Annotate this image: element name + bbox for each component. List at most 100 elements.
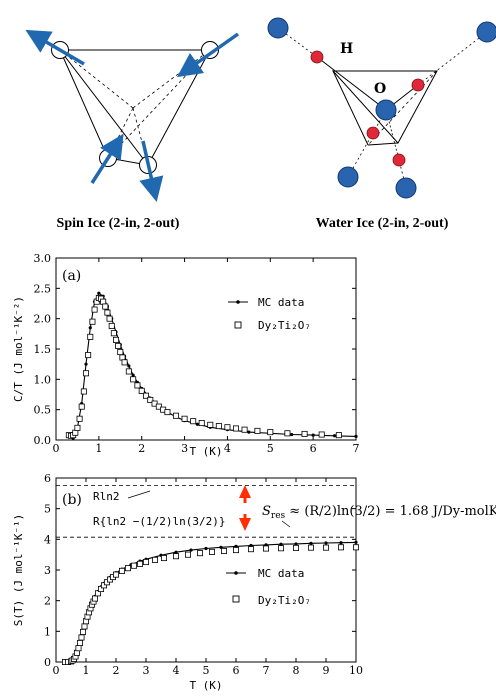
dy-point bbox=[115, 342, 122, 349]
y-tick-label: 2.0 bbox=[34, 313, 52, 326]
dy-point bbox=[72, 429, 79, 436]
dy-point bbox=[208, 548, 215, 555]
mc-point bbox=[247, 430, 251, 434]
residual-entropy-annotation: Sres ≈ (R/2)ln(3/2) = 1.68 J/Dy-molK bbox=[262, 504, 496, 521]
legend-dy-marker bbox=[232, 595, 240, 603]
dy-point bbox=[215, 423, 222, 430]
hydrogen-bond bbox=[277, 27, 318, 58]
x-tick-label: 0 bbox=[53, 442, 60, 455]
mc-point bbox=[127, 364, 131, 368]
dy-point bbox=[119, 354, 126, 361]
dy-point bbox=[172, 553, 179, 560]
legend: MC data Dy₂Ti₂O₇ bbox=[228, 296, 311, 332]
dy-point bbox=[91, 306, 98, 313]
dy-point bbox=[117, 349, 124, 356]
mc-point bbox=[311, 433, 315, 437]
y-axis-label: C/T (J mol⁻¹K⁻²) bbox=[12, 296, 25, 402]
legend-dy-label: Dy₂Ti₂O₇ bbox=[258, 594, 311, 607]
dy-point bbox=[108, 322, 115, 329]
panel-label: (a) bbox=[62, 268, 81, 284]
y-tick-label: 2.5 bbox=[34, 282, 52, 295]
y-tick-label: 1 bbox=[44, 625, 51, 638]
mc-point bbox=[97, 291, 101, 295]
dy-point bbox=[190, 418, 197, 425]
dy-point bbox=[74, 424, 81, 431]
mc-point bbox=[189, 548, 193, 552]
oxygen-atom bbox=[267, 17, 289, 39]
spin-arrow-out bbox=[139, 140, 164, 202]
hydrogen-atom bbox=[310, 50, 324, 64]
dy-point bbox=[125, 368, 132, 375]
y-tick-label: 6 bbox=[44, 472, 51, 485]
reference-lines bbox=[56, 484, 356, 538]
x-tick-label: 9 bbox=[323, 664, 330, 677]
dy-point bbox=[292, 544, 299, 551]
dy-point bbox=[80, 388, 87, 395]
spin-ice-tetrahedron bbox=[58, 49, 211, 166]
dy-point bbox=[151, 400, 158, 407]
oxygen-atom bbox=[395, 177, 417, 199]
dy-point bbox=[136, 560, 143, 567]
dy-point bbox=[119, 567, 126, 574]
x-tick-label: 4 bbox=[173, 664, 180, 677]
plot-frame bbox=[55, 257, 357, 441]
hydrogen-bond bbox=[347, 132, 374, 178]
mc-point bbox=[309, 541, 313, 545]
oxygen-atom bbox=[375, 99, 397, 121]
dy-point bbox=[142, 559, 149, 566]
legend: MC data Dy₂Ti₂O₇ bbox=[226, 567, 311, 607]
oxygen-atom bbox=[337, 166, 359, 188]
dy-point bbox=[198, 420, 205, 427]
water-ice-caption: Water Ice (2-in, 2-out) bbox=[316, 216, 449, 231]
dy-point bbox=[102, 303, 109, 310]
spin-ice-diagram: Spin Ice (2-in, 2-out) bbox=[25, 29, 240, 231]
legend-dy-marker bbox=[234, 321, 242, 329]
dy-point bbox=[322, 544, 329, 551]
data-marks bbox=[62, 540, 359, 666]
refline-label-rln2: Rln2 bbox=[93, 490, 120, 503]
x-tick-label: 1 bbox=[95, 442, 102, 455]
dy-point bbox=[81, 623, 88, 630]
dy-point bbox=[318, 431, 325, 438]
dy-point bbox=[352, 544, 359, 551]
x-tick-label: 10 bbox=[349, 664, 363, 677]
mc-point bbox=[339, 541, 343, 545]
dy-point bbox=[220, 547, 227, 554]
dy-point bbox=[110, 330, 117, 337]
dy-point bbox=[76, 415, 83, 422]
mc-point bbox=[332, 434, 337, 438]
y-tick-label: 4 bbox=[44, 533, 51, 546]
center-dash bbox=[132, 49, 211, 109]
dy-point bbox=[104, 309, 111, 316]
mc-point bbox=[354, 540, 358, 545]
dy-point bbox=[284, 430, 291, 437]
y-tick-label: 3.0 bbox=[34, 252, 52, 265]
spin-arrow-out bbox=[25, 29, 85, 66]
dy-point bbox=[125, 565, 132, 572]
mc-point bbox=[290, 432, 294, 437]
dy-point bbox=[113, 571, 120, 578]
dy-point bbox=[113, 336, 120, 343]
label-o: O bbox=[374, 81, 386, 97]
y-tick-label: 1.5 bbox=[34, 343, 52, 356]
x-tick-label: 8 bbox=[293, 664, 300, 677]
dy-point bbox=[77, 639, 84, 646]
dy-point bbox=[335, 432, 342, 439]
x-axis-label: T (K) bbox=[189, 445, 222, 458]
dy-point bbox=[232, 547, 239, 554]
series-line-mc bbox=[72, 292, 357, 439]
tetrahedron-edge bbox=[59, 49, 109, 159]
x-tick-label: 2 bbox=[138, 442, 145, 455]
dy-point bbox=[87, 333, 94, 340]
legend-dy-label: Dy₂Ti₂O₇ bbox=[258, 319, 311, 332]
legend-mc-label: MC data bbox=[258, 567, 304, 580]
dy-point bbox=[78, 403, 85, 410]
dy-point bbox=[337, 544, 344, 551]
mc-point bbox=[204, 546, 208, 551]
legend-mc-label: MC data bbox=[258, 296, 304, 309]
tetrahedron-edge bbox=[332, 70, 369, 146]
dy-point bbox=[142, 392, 149, 399]
spin-site bbox=[201, 41, 219, 59]
dy-point bbox=[172, 412, 179, 419]
